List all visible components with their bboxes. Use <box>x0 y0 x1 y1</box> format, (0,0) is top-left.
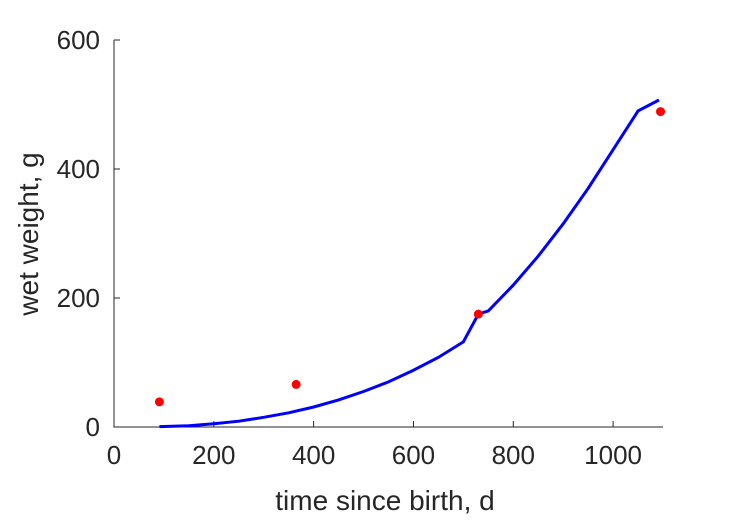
fit-curve <box>159 98 660 429</box>
data-points <box>154 107 666 407</box>
x-tick-label: 1000 <box>584 440 642 470</box>
y-axis: 0 200 400 600 <box>57 25 120 442</box>
axes-frame <box>113 40 663 428</box>
y-tick-label: 0 <box>86 412 100 442</box>
data-point <box>291 379 301 389</box>
x-tick-label: 0 <box>107 440 121 470</box>
x-axis: 0 200 400 600 800 1000 <box>107 421 642 470</box>
y-tick-label: 600 <box>57 25 100 55</box>
y-tick-label: 200 <box>57 283 100 313</box>
data-point <box>473 309 483 319</box>
data-point <box>656 107 666 117</box>
data-point <box>154 397 164 407</box>
x-tick-label: 800 <box>492 440 535 470</box>
x-axis-label: time since birth, d <box>275 485 494 516</box>
x-tick-label: 200 <box>192 440 235 470</box>
x-tick-label: 600 <box>392 440 435 470</box>
y-tick-label: 400 <box>57 154 100 184</box>
x-tick-label: 400 <box>292 440 335 470</box>
y-axis-label: wet weight, g <box>13 152 44 316</box>
plot-area: 0 200 400 600 0 200 400 600 800 1000 <box>57 25 666 470</box>
